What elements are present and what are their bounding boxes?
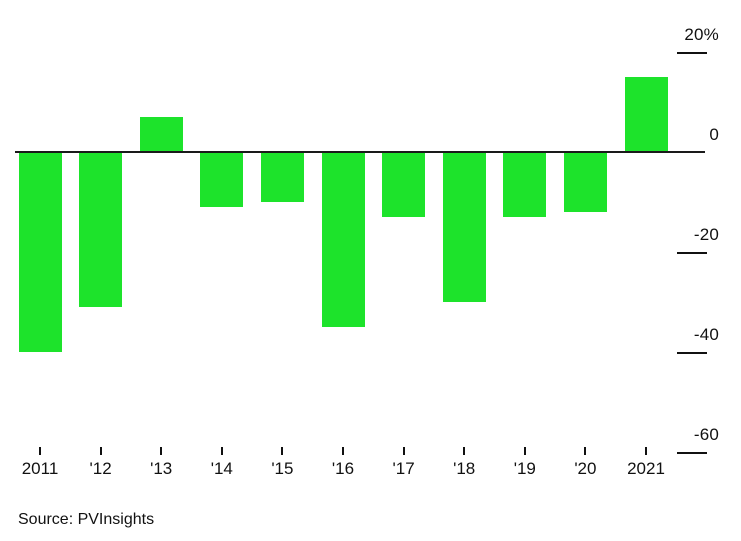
bar-20 [563, 152, 607, 212]
x-axis-label: '13 [150, 459, 173, 478]
x-axis-tick [281, 447, 284, 455]
x-axis-tick [342, 447, 344, 455]
bar-16 [321, 152, 365, 327]
x-axis-tick [523, 447, 526, 455]
bar-2011 [18, 152, 62, 352]
x-axis-label: '17 [392, 459, 415, 478]
x-axis-label: '16 [331, 459, 355, 478]
y-axis-label: -60 [693, 425, 719, 444]
bar-13 [139, 117, 183, 152]
bar-12 [79, 152, 123, 307]
x-axis-tick [584, 447, 587, 455]
x-axis-label: '19 [513, 459, 536, 478]
x-axis-tick [39, 447, 41, 455]
x-axis-tick [402, 447, 405, 455]
y-axis-tick [677, 252, 707, 254]
x-axis-tick [99, 447, 102, 455]
y-axis-tick [677, 352, 707, 354]
x-axis-tick [220, 447, 223, 455]
x-axis-label: 2011 [21, 459, 59, 478]
source-label: Source: PVInsights [18, 511, 155, 528]
x-axis-label: '12 [89, 459, 112, 478]
y-axis-label: -40 [693, 325, 719, 344]
bar-19 [503, 152, 547, 217]
x-axis-tick [463, 447, 466, 455]
x-axis-tick [645, 447, 647, 455]
y-axis-tick [677, 52, 707, 54]
x-axis-label: '20 [574, 459, 597, 478]
y-axis-label: 0 [709, 125, 719, 144]
zero-axis-line [15, 151, 705, 153]
y-axis-label: -20 [693, 225, 719, 244]
bar-14 [200, 152, 244, 207]
bar-15 [260, 152, 304, 202]
bar-18 [442, 152, 486, 302]
x-axis-label: '14 [210, 459, 233, 478]
x-axis-label: 2021 [627, 459, 665, 478]
y-axis-label: 20% [684, 25, 719, 44]
x-axis-tick [160, 447, 163, 455]
y-axis-tick [677, 452, 707, 454]
x-axis-label: '15 [271, 459, 294, 478]
bar-17 [382, 152, 426, 217]
bar-2021 [624, 77, 668, 152]
x-axis-label: '18 [453, 459, 476, 478]
